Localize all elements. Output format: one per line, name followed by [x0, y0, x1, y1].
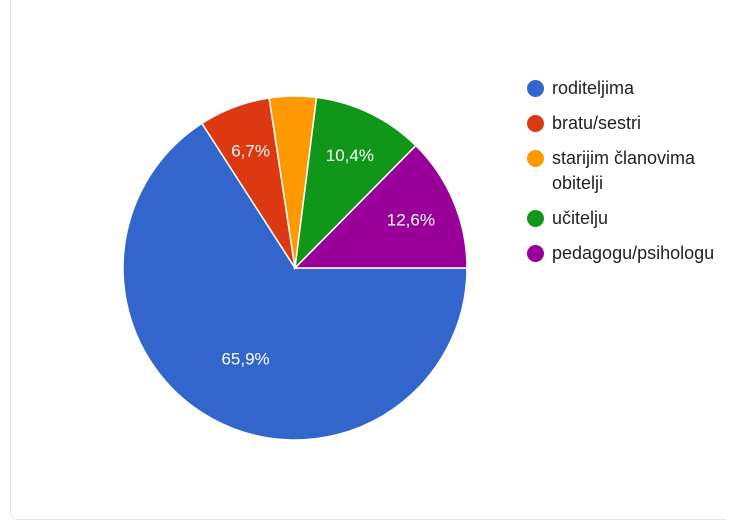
pie-slice-0 [122, 122, 468, 441]
legend-item-0: roditeljima [527, 76, 727, 101]
legend-label-1: bratu/sestri [552, 113, 642, 133]
legend-label-2: starijim članovima obitelji [552, 148, 696, 193]
slice-label-3: 10,4% [326, 146, 374, 165]
legend-label-4: pedagogu/psihologu [552, 243, 715, 263]
legend-item-2: starijim članovima obitelji [527, 146, 727, 196]
legend-item-4: pedagogu/psihologu [527, 241, 727, 266]
legend-swatch-3 [527, 210, 544, 227]
chart-frame [10, 0, 726, 520]
pie-slice-4 [293, 144, 468, 269]
legend-swatch-4 [527, 245, 544, 262]
legend: roditeljima bratu/sestri starijim članovim… [527, 76, 727, 276]
legend-label-3: učitelju [552, 208, 609, 228]
slice-label-0: 65,9% [221, 350, 269, 369]
legend-item-3: učitelju [527, 206, 727, 231]
legend-swatch-1 [527, 115, 544, 132]
slice-label-4: 12,6% [387, 211, 435, 230]
legend-swatch-2 [527, 150, 544, 167]
legend-item-1: bratu/sestri [527, 111, 727, 136]
legend-label-0: roditeljima [552, 78, 635, 98]
legend-swatch-0 [527, 80, 544, 97]
slice-label-1: 6,7% [231, 142, 270, 161]
pie-slice-3 [293, 96, 417, 271]
